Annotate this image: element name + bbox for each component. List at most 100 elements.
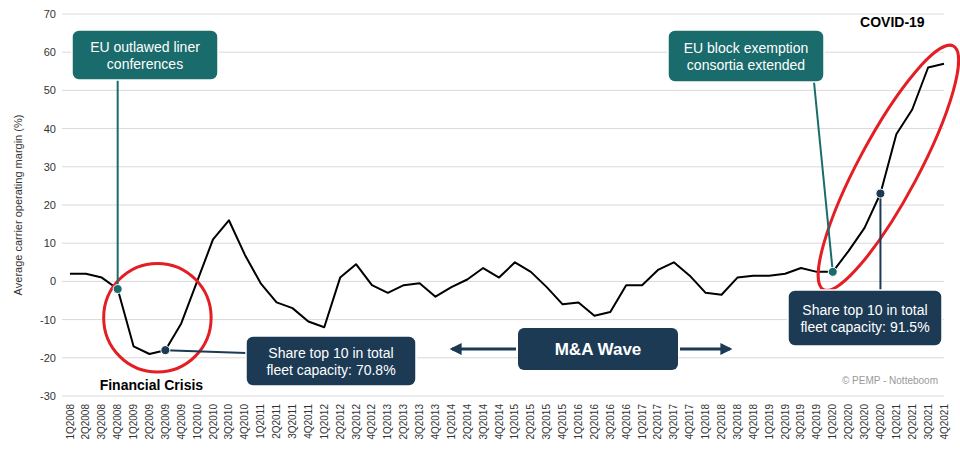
x-tick-label: 3Q2012 [351,404,362,440]
x-tick-label: 4Q2012 [366,404,377,440]
grid-line [62,166,944,167]
x-tick-label: 3Q2018 [732,404,743,440]
x-tick-label: 2Q2019 [780,404,791,440]
x-tick-label: 1Q2017 [637,404,648,440]
series-line [70,64,944,354]
callout-point [828,267,837,276]
x-tick-label: 1Q2009 [128,404,139,440]
callout-text: conferences [107,56,183,72]
x-tick-label: 4Q2021 [939,404,950,440]
callout-text: fleet capacity: 91.5% [800,319,929,335]
x-tick-label: 2Q2020 [843,404,854,440]
x-tick-label: 3Q2015 [541,404,552,440]
y-tick-label: 30 [44,161,56,173]
x-tick-label: 4Q2010 [239,404,250,440]
callout-text: Share top 10 in total [802,302,927,318]
x-tick-label: 2Q2008 [80,404,91,440]
x-tick-label: 4Q2018 [748,404,759,440]
y-tick-label: -10 [40,314,56,326]
x-tick-label: 3Q2008 [96,404,107,440]
callout-text: Share top 10 in total [268,345,393,361]
y-tick-label: 40 [44,123,56,135]
x-tick-label: 4Q2019 [811,404,822,440]
x-tick-label: 3Q2021 [923,404,934,440]
y-tick-label: 20 [44,199,56,211]
callout-connector [879,194,881,290]
grid-line [62,396,944,397]
x-tick-label: 4Q2015 [557,404,568,440]
period-label: M&A Wave [555,340,642,359]
x-tick-label: 4Q2008 [112,404,123,440]
x-tick-label: 2Q2013 [398,404,409,440]
period-arrow [452,348,516,351]
x-tick-label: 4Q2017 [684,404,695,440]
highlight-label: Financial Crisis [100,377,204,393]
callout-box [788,290,942,346]
x-tick-label: 3Q2009 [160,404,171,440]
x-tick-label: 1Q2018 [700,404,711,440]
x-tick-label: 2Q2012 [335,404,346,440]
callout-point [876,189,885,198]
period-arrow [680,348,730,351]
y-tick-label: 70 [44,8,56,20]
x-tick-label: 4Q2009 [176,404,187,440]
x-tick-label: 3Q2020 [859,404,870,440]
y-tick-label: 10 [44,237,56,249]
x-tick-label: 2Q2017 [652,404,663,440]
x-tick-label: 3Q2016 [605,404,616,440]
x-tick-label: 2Q2010 [208,404,219,440]
y-tick-label: -30 [40,390,56,402]
x-tick-label: 1Q2016 [573,404,584,440]
callout-text: fleet capacity: 70.8% [266,362,395,378]
x-tick-label: 4Q2016 [621,404,632,440]
x-tick-label: 1Q2008 [65,404,76,440]
x-tick-label: 1Q2013 [382,404,393,440]
x-tick-label: 1Q2020 [827,404,838,440]
grid-line [62,205,944,206]
x-tick-label: 2Q2021 [907,404,918,440]
credit: © PEMP - Notteboom [842,375,938,386]
y-tick-label: -20 [40,352,56,364]
highlight-ellipse [104,263,211,372]
callout-connector [165,350,246,353]
callout-text: EU outlawed liner [90,39,200,55]
x-tick-label: 3Q2011 [287,404,298,439]
callout-text: consortia extended [687,57,805,73]
y-axis-label: Average carrier operating margin (%) [12,115,24,296]
x-tick-label: 4Q2011 [303,404,314,439]
callout-connector [814,82,833,272]
x-tick-label: 2Q2011 [271,404,282,439]
x-tick-label: 3Q2019 [795,404,806,440]
grid-line [62,281,944,282]
x-tick-label: 2Q2018 [716,404,727,440]
x-tick-label: 1Q2011 [255,404,266,439]
callout-point [161,346,170,355]
x-tick-label: 3Q2013 [414,404,425,440]
x-tick-label: 1Q2021 [891,404,902,440]
period-box [518,328,678,370]
x-tick-label: 1Q2015 [509,404,520,440]
x-tick-label: 1Q2012 [319,404,330,440]
series-group [70,64,944,354]
x-tick-label: 4Q2020 [875,404,886,440]
x-tick-label: 3Q2010 [223,404,234,440]
x-tick-label: 3Q2017 [668,404,679,440]
y-tick-label: 60 [44,46,56,58]
x-tick-label: 2Q2015 [525,404,536,440]
x-tick-label: 2Q2014 [462,404,473,440]
chart: -30-20-10010203040506070Average carrier … [0,0,960,454]
callout-box [246,336,416,386]
grid-line [62,128,944,129]
x-tick-label: 4Q2013 [430,404,441,440]
highlight-label: COVID-19 [860,14,925,30]
x-tick-label: 3Q2014 [478,404,489,440]
callout-text: EU block exemption [684,40,809,56]
grid-line [62,90,944,91]
callout-box [72,30,218,80]
grid-line [62,243,944,244]
x-tick-label: 4Q2014 [494,404,505,440]
callout-box [668,30,824,82]
callout-connector [117,80,119,289]
x-tick-label: 2Q2009 [144,404,155,440]
x-tick-label: 2Q2016 [589,404,600,440]
